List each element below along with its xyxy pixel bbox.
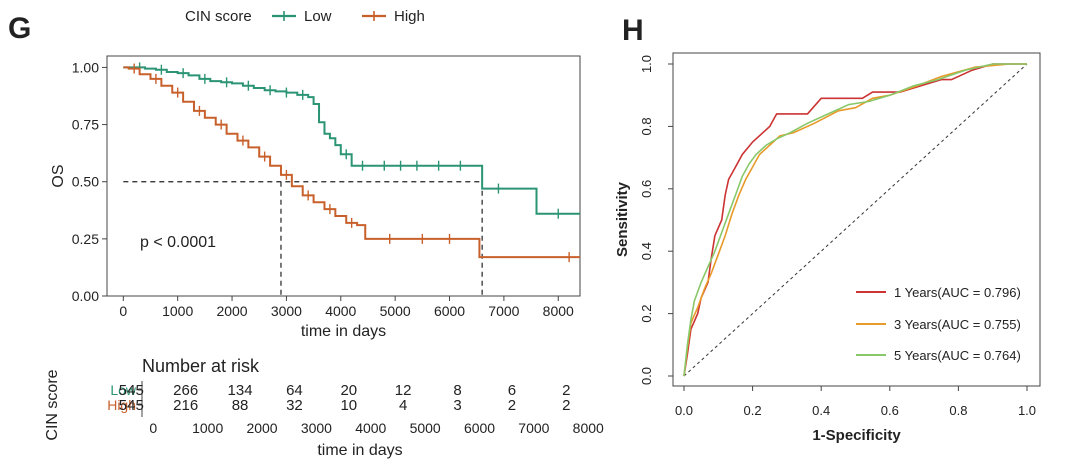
x-tick-label: 8000 [543, 303, 574, 319]
risk-value: 88 [232, 397, 249, 414]
km-plot: CIN score Low High 0.00 0.25 0.50 0.75 1.00 0 100… [50, 8, 581, 340]
risk-value: 216 [173, 397, 198, 414]
risk-time-label: 3000 [301, 420, 332, 436]
risk-value: 64 [286, 382, 303, 399]
x-tick-label: 1000 [162, 303, 193, 319]
y-tick-label: 0.50 [72, 174, 99, 190]
x-tick-label: 3000 [271, 303, 302, 319]
legend-title: CIN score [185, 8, 252, 25]
risk-value: 8 [453, 382, 461, 399]
x-axis-label: 1-Specificity [812, 427, 901, 444]
y-tick-label: 0.0 [639, 367, 654, 385]
legend-label-high: High [394, 8, 425, 25]
risk-row-label-high: High [107, 397, 136, 413]
km-legend: CIN score Low High [185, 8, 425, 25]
risk-value: 2 [562, 382, 570, 399]
risk-value: 545 [119, 382, 144, 399]
x-tick-label: 0.6 [881, 403, 899, 418]
y-tick-label: 0.6 [639, 180, 654, 198]
y-tick-label: 0.25 [72, 231, 99, 247]
y-tick-label: 1.0 [639, 55, 654, 73]
risk-value: 3 [453, 397, 461, 414]
risk-time-label: 2000 [246, 420, 277, 436]
roc-curve-3 [683, 63, 1027, 377]
roc-frame [672, 52, 1041, 387]
risk-time-label: 8000 [573, 420, 604, 436]
risk-row-label-low: Low [110, 382, 137, 398]
risk-time-label: 5000 [410, 420, 441, 436]
risk-value: 2 [562, 397, 570, 414]
y-axis-label: Sensitivity [614, 181, 631, 257]
roc-plot: 0.0 0.2 0.4 0.6 0.8 1.0 0.0 0.2 0.4 0.6 0.8 1.0 1-Sp… [614, 52, 1041, 444]
panel-g-letter: G [8, 12, 31, 45]
panel-h-letter: H [622, 14, 644, 47]
risk-value: 266 [173, 382, 198, 399]
x-tick-label: 0.2 [744, 403, 762, 418]
risk-x-axis-label: time in days [317, 442, 402, 459]
risk-value: 4 [399, 397, 407, 414]
risk-time-label: 4000 [355, 420, 386, 436]
risk-time-label: 6000 [464, 420, 495, 436]
x-tick-label: 0.4 [812, 403, 830, 418]
y-tick-label: 0.8 [639, 117, 654, 135]
roc-curve-2 [683, 63, 1027, 377]
x-tick-label: 6000 [434, 303, 465, 319]
risk-value: 32 [286, 397, 303, 414]
y-axis-label: OS [50, 164, 67, 187]
x-tick-label: 1.0 [1018, 403, 1036, 418]
x-tick-label: 0 [119, 303, 127, 319]
y-tick-label: 1.00 [72, 59, 99, 75]
x-tick-label: 7000 [488, 303, 519, 319]
x-tick-label: 0.8 [949, 403, 967, 418]
roc-legend-label: 1 Years(AUC = 0.796) [894, 285, 1021, 300]
risk-time-label: 7000 [518, 420, 549, 436]
roc-legend-label: 3 Years(AUC = 0.755) [894, 317, 1021, 332]
risk-time-label: 0 [149, 420, 157, 436]
y-tick-label: 0.4 [639, 242, 654, 260]
km-curve-high [123, 66, 580, 259]
risk-value: 10 [340, 397, 357, 414]
risk-value: 6 [508, 382, 516, 399]
roc-legend-label: 5 Years(AUC = 0.764) [894, 348, 1021, 363]
risk-value: 134 [228, 382, 253, 399]
risk-value: 20 [340, 382, 357, 399]
roc-diagonal [683, 63, 1028, 377]
km-curve-low [123, 66, 580, 215]
risk-value: 2 [508, 397, 516, 414]
risk-time-label: 1000 [192, 420, 223, 436]
x-tick-label: 4000 [325, 303, 356, 319]
risk-y-axis-label: CIN score [44, 369, 61, 440]
risk-value: 12 [395, 382, 412, 399]
y-tick-label: 0.00 [72, 288, 99, 304]
x-tick-label: 5000 [380, 303, 411, 319]
risk-value: 545 [119, 397, 144, 414]
risk-table-title: Number at risk [142, 356, 260, 376]
legend-label-low: Low [304, 8, 332, 25]
y-tick-label: 0.75 [72, 117, 99, 133]
km-frame [106, 55, 581, 297]
p-value-annotation: p < 0.0001 [140, 234, 216, 251]
x-tick-label: 2000 [216, 303, 247, 319]
roc-legend: 1 Years(AUC = 0.796) 3 Years(AUC = 0.755)… [856, 285, 1021, 363]
x-tick-label: 0.0 [675, 403, 693, 418]
x-axis-label: time in days [301, 323, 386, 340]
y-tick-label: 0.2 [639, 305, 654, 323]
